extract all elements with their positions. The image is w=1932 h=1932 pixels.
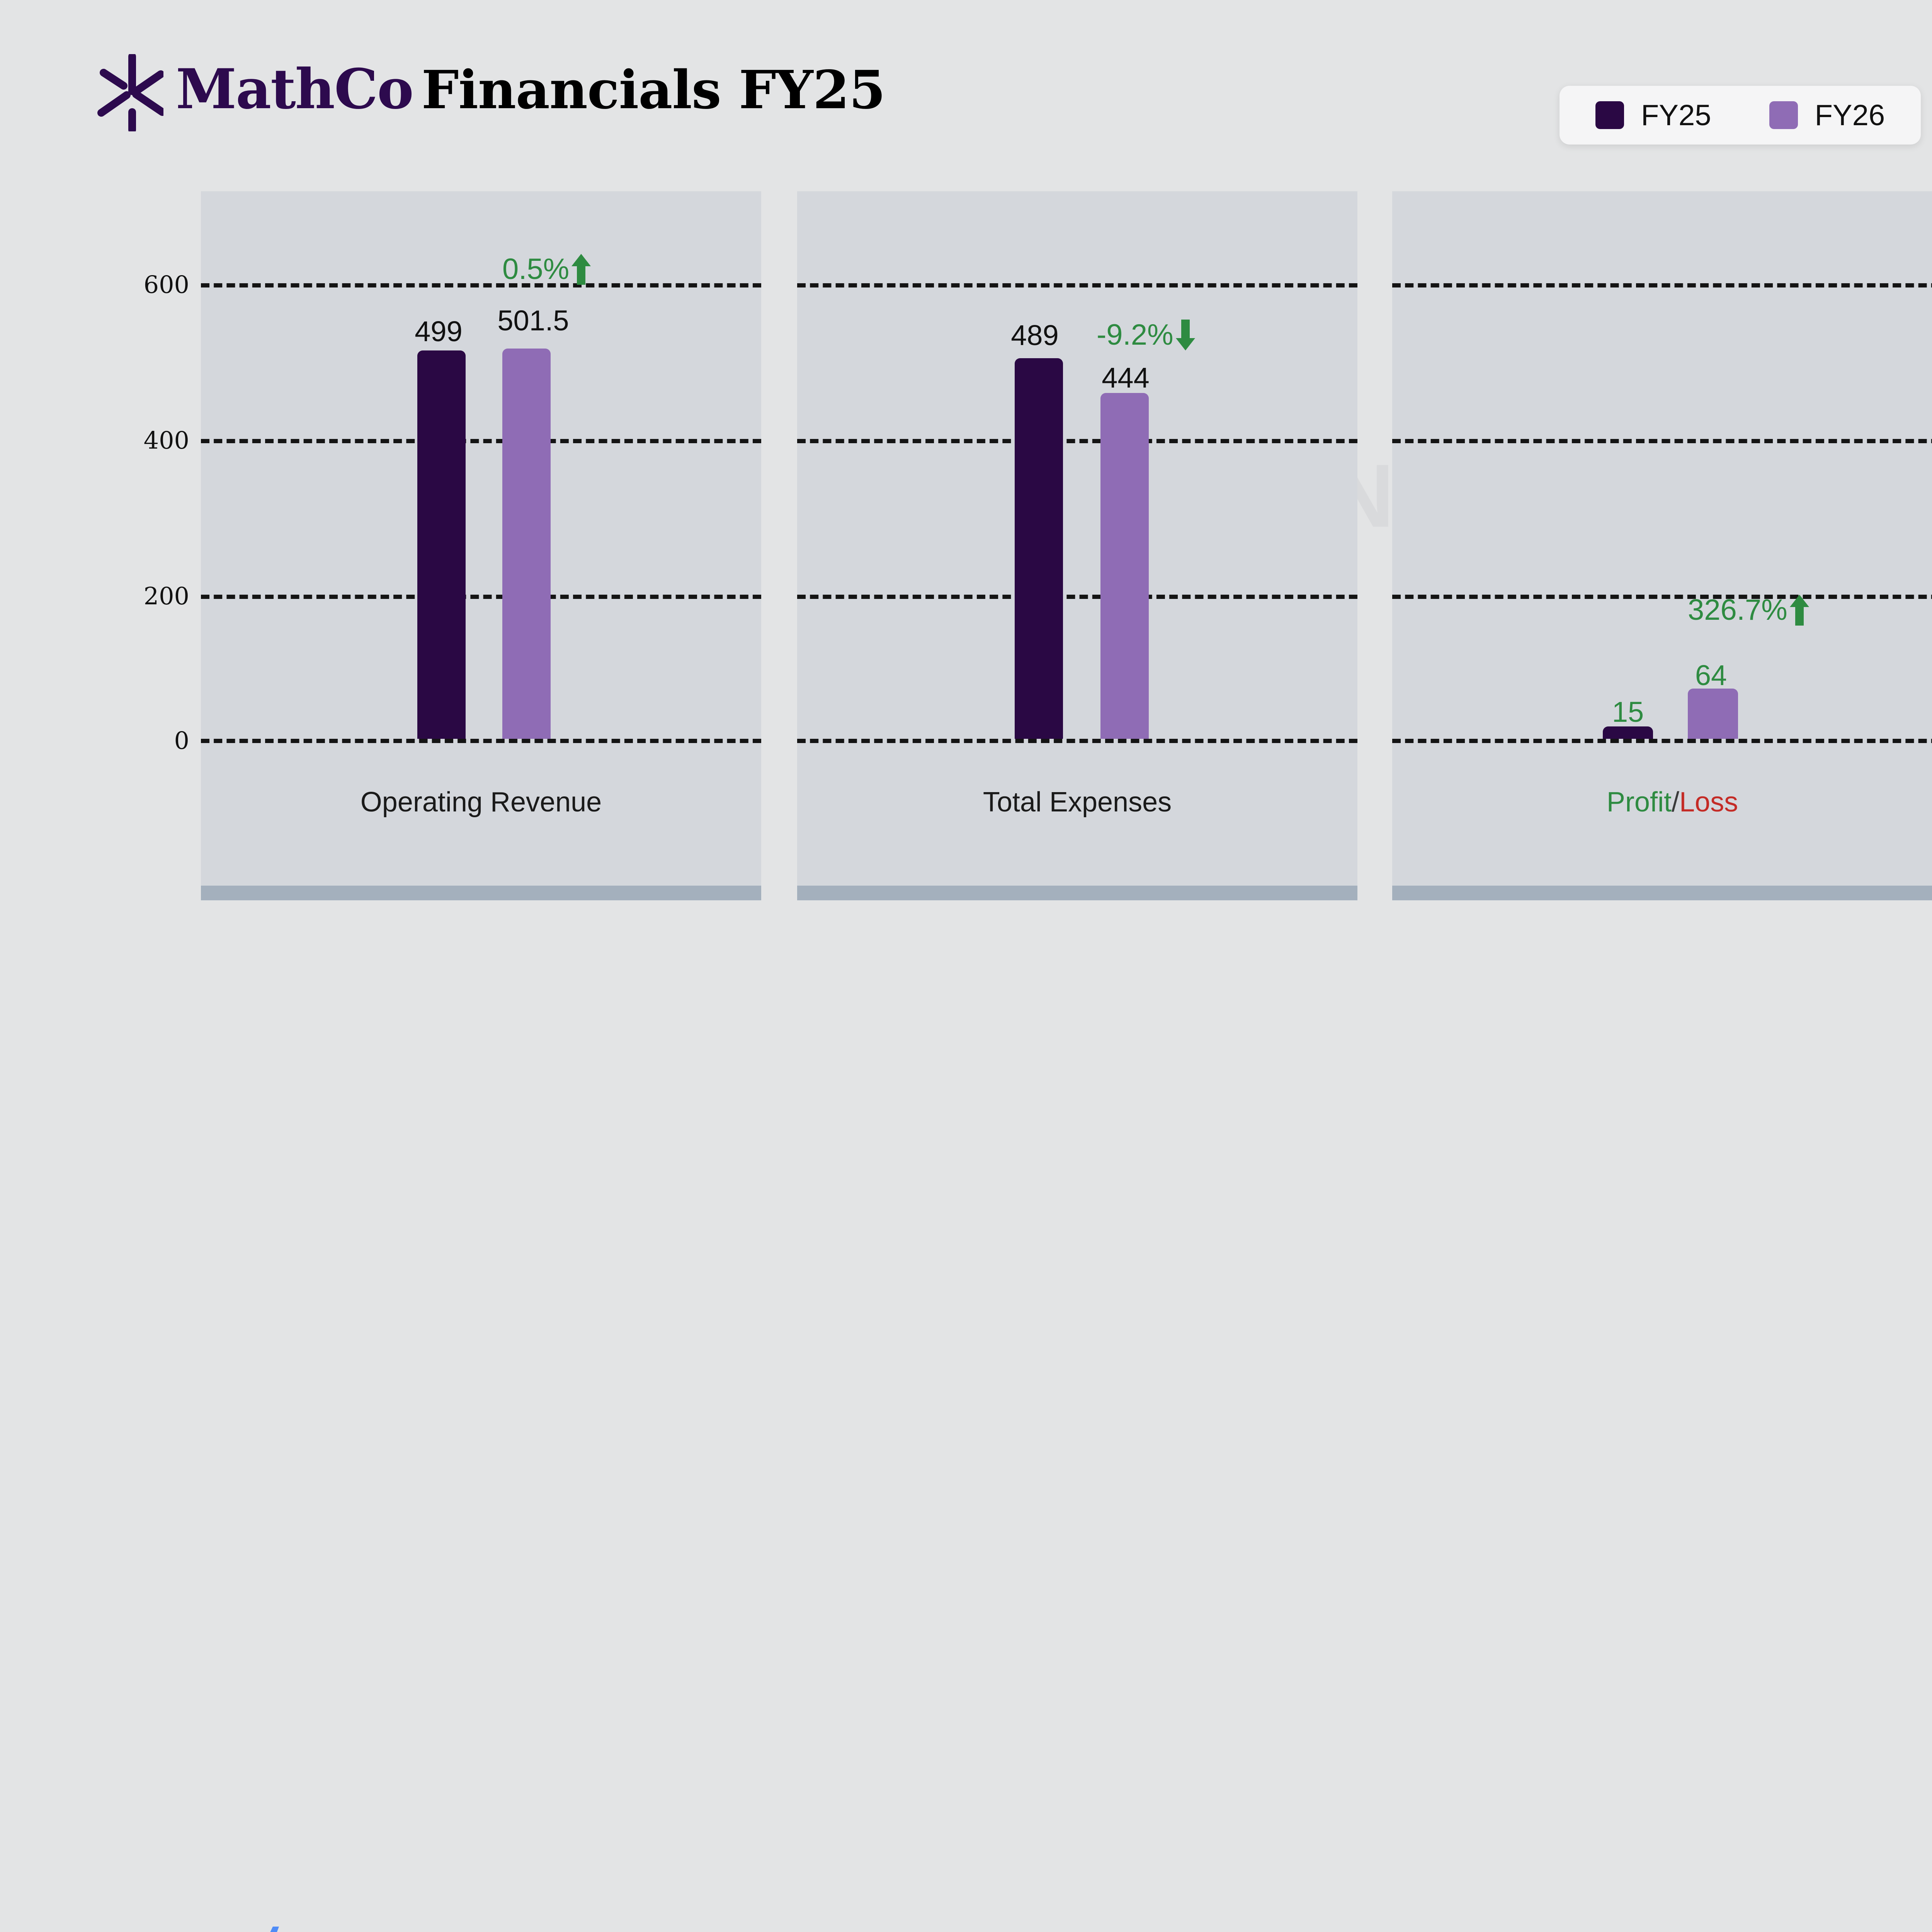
bar-fy25-operating-revenue[interactable] [417,350,466,739]
legend-label-fy25: FY25 [1641,99,1711,132]
bar-fy26-total-expenses[interactable] [1100,393,1149,739]
chart-panel-operating-revenue: 0.5% 499 501.5 Operating Revenue [201,191,761,900]
bar-fy25-total-expenses[interactable] [1015,358,1063,739]
bar-fy26-operating-revenue[interactable] [502,349,551,739]
gridline-0 [1392,739,1932,743]
gridline-0 [201,739,761,743]
legend-label-fy26: FY26 [1815,99,1885,132]
gridline-400 [201,439,761,443]
arrow-up-icon [571,253,591,285]
legend-item-fy25[interactable]: FY25 [1595,99,1711,132]
arrow-down-icon [1175,319,1195,350]
change-badge-total-expenses: -9.2% [1097,318,1196,352]
page-title: MathCo Financials FY25 [176,57,886,121]
gridline-600 [797,283,1357,287]
arrow-up-icon [1789,594,1809,626]
gridline-400 [797,439,1357,443]
legend-swatch-fy26 [1769,101,1798,129]
category-label-profit-loss: Profit/Loss [1392,786,1932,818]
y-tick-400: 400 [143,426,189,454]
gridline-200 [797,595,1357,599]
title-rest: Financials FY25 [421,59,886,121]
value-label-fy26: 444 [1102,362,1150,394]
mathco-asterisk-icon [97,54,163,131]
gridline-200 [1392,595,1932,599]
category-label-profit: Profit [1606,787,1672,818]
category-label-total-expenses: Total Expenses [983,787,1172,818]
value-label-fy25: 15 [1612,696,1644,728]
category-label-operating-revenue: Operating Revenue [360,787,602,818]
value-label-fy25: 489 [1011,319,1059,351]
value-label-fy26: 64 [1695,659,1727,691]
change-value: -9.2% [1097,318,1173,351]
y-tick-600: 600 [143,270,189,299]
title-brand: MathCo [176,57,414,121]
y-tick-200: 200 [143,582,189,610]
panel-footer-bar [1392,886,1932,900]
legend-swatch-fy25 [1595,101,1624,129]
y-tick-0: 0 [174,726,189,755]
bar-fy25-profit-loss[interactable] [1603,726,1653,739]
header: MathCo Financials FY25 FY25 FY26 [0,0,1932,193]
gridline-400 [1392,439,1932,443]
razorpay-logo: Razorpay [236,1924,519,1932]
change-value: 326.7% [1688,594,1787,626]
change-badge-profit-loss: 326.7% [1688,593,1810,627]
razorpay-wordmark: Razorpay [291,1931,519,1932]
legend-item-fy26[interactable]: FY26 [1769,99,1885,132]
gridline-600 [1392,283,1932,287]
category-label-slash: / [1671,787,1679,818]
value-label-fy25: 499 [415,315,463,347]
category-label-loss: Loss [1679,787,1738,818]
chart-legend: FY25 FY26 [1560,86,1921,145]
change-badge-operating-revenue: 0.5% [502,252,592,286]
change-value: 0.5% [502,253,570,286]
razorpay-mark-icon [270,1927,279,1932]
chart-panel-total-expenses: -9.2% 489 444 Total Expenses [797,191,1357,900]
gridline-600 [201,283,761,287]
panel-footer-bar [201,886,761,900]
panel-footer-bar [797,886,1357,900]
y-axis: 600 400 200 0 [116,0,189,900]
bar-fy26-profit-loss[interactable] [1688,689,1738,739]
gridline-0 [797,739,1357,743]
chart-panel-profit-loss: 326.7% 15 64 Profit/Loss [1392,191,1932,900]
footer: Powered by Razorpay Source : TheKredible… [0,958,1932,1932]
value-label-fy26: 501.5 [497,304,569,337]
gridline-200 [201,595,761,599]
